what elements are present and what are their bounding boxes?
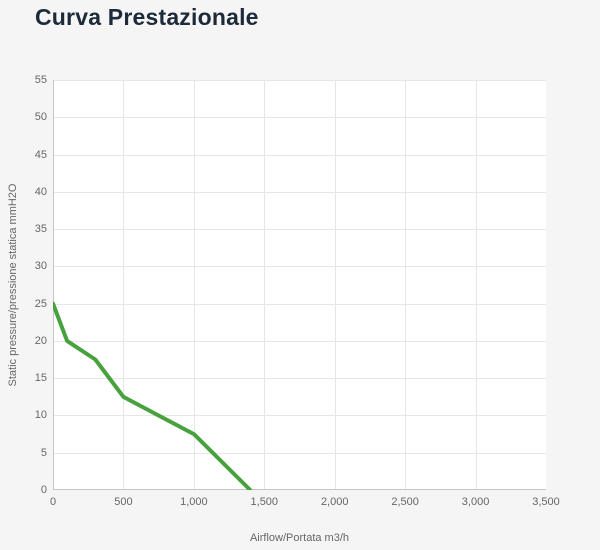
x-tick-label: 2,500 <box>391 496 419 508</box>
y-tick-label: 15 <box>34 372 47 385</box>
page-title: Curva Prestazionale <box>35 4 259 30</box>
x-axis-title: Airflow/Portata m3/h <box>249 532 350 544</box>
x-tick-label: 500 <box>114 496 133 508</box>
plot-area <box>53 80 546 490</box>
y-tick-label: 35 <box>34 223 47 236</box>
y-tick-label: 25 <box>34 297 47 310</box>
performance-curve-line <box>53 301 253 490</box>
x-tick-label: 1,500 <box>250 496 279 508</box>
y-tick-label: 40 <box>34 185 47 198</box>
y-tick-label: 45 <box>34 148 47 161</box>
y-tick-label: 10 <box>34 409 47 422</box>
x-tick-label: 3,000 <box>461 496 490 508</box>
x-tick-label: 3,500 <box>532 496 560 508</box>
y-tick-label: 0 <box>40 484 47 496</box>
y-axis-title: Static pressure/pressione statica mmH2O <box>7 183 19 387</box>
y-tick-label: 30 <box>34 260 47 273</box>
y-tick-label: 55 <box>34 74 47 86</box>
y-tick-label: 50 <box>34 111 47 124</box>
y-tick-label: 20 <box>34 334 47 347</box>
x-tick-label: 1,000 <box>180 496 208 508</box>
y-tick-label: 5 <box>40 446 47 459</box>
x-tick-label: 2,000 <box>320 496 349 508</box>
performance-chart: 0 5 10 15 20 25 30 35 40 45 50 55 0 500 1,000 1,500 2,0… <box>0 55 600 550</box>
performance-curve-svg <box>53 80 546 490</box>
x-tick-label: 0 <box>49 496 57 508</box>
